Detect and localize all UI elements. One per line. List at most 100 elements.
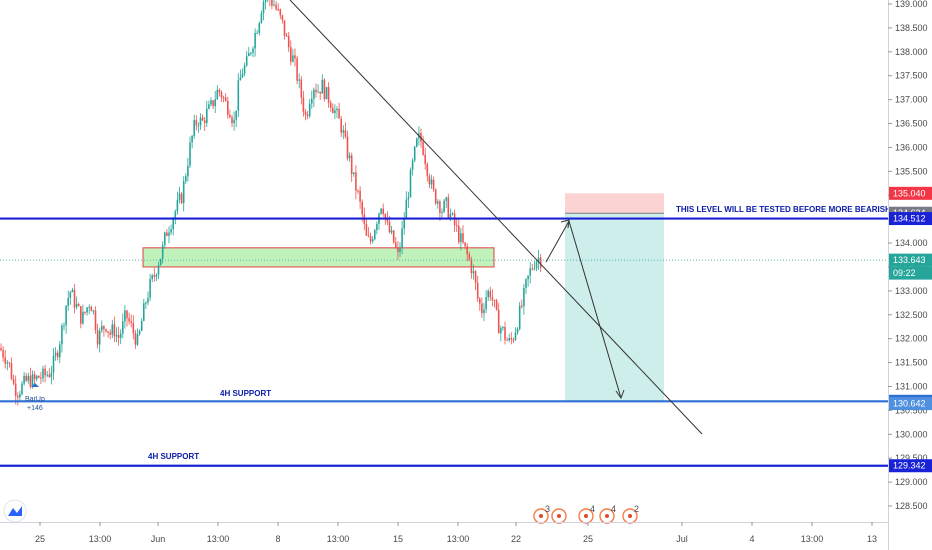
y-tick-label: 130.000 bbox=[895, 429, 928, 439]
candle-body bbox=[395, 242, 397, 248]
candle-body bbox=[539, 257, 542, 268]
candle-body bbox=[245, 56, 248, 66]
candle-body bbox=[537, 257, 540, 262]
candle-body bbox=[77, 303, 80, 307]
candle-body bbox=[168, 232, 170, 236]
y-tick-label: 129.000 bbox=[895, 477, 928, 487]
candle-body bbox=[227, 100, 229, 115]
event-marker-count: 4 bbox=[590, 504, 595, 514]
trend-line[interactable] bbox=[289, 0, 703, 435]
x-tick-label: 13:00 bbox=[447, 534, 470, 544]
price-axis[interactable]: 128.500 129.000 129.500 130.000 130.500 131.0… bbox=[888, 0, 932, 550]
candle-body bbox=[460, 233, 462, 243]
candle-body bbox=[134, 333, 137, 345]
candle-body bbox=[109, 332, 111, 335]
take-profit-zone[interactable] bbox=[565, 213, 664, 402]
candle-body bbox=[67, 298, 69, 306]
support-label-2: 4H SUPPORT bbox=[148, 452, 199, 461]
candle-body bbox=[220, 92, 223, 98]
candle-body bbox=[344, 130, 347, 137]
event-marker-icon[interactable]: 4 bbox=[599, 504, 616, 524]
candle-body bbox=[199, 117, 202, 126]
candle-body bbox=[17, 396, 19, 398]
candle-body bbox=[306, 114, 309, 117]
candle-body bbox=[218, 89, 221, 93]
candle-body bbox=[182, 181, 185, 204]
candle-body bbox=[355, 172, 357, 191]
candle-body bbox=[451, 213, 454, 215]
candle-body bbox=[262, 1, 265, 14]
candle-body bbox=[273, 4, 275, 6]
candle-body bbox=[201, 117, 204, 121]
candle-body bbox=[256, 32, 258, 34]
event-marker-icon[interactable]: 4 bbox=[578, 504, 595, 524]
candle-body bbox=[29, 375, 32, 387]
candle-body bbox=[479, 298, 481, 304]
candle-body bbox=[474, 271, 477, 283]
stop-loss-zone[interactable] bbox=[565, 193, 664, 214]
countdown-label: 09:22 bbox=[893, 268, 916, 278]
candle-body bbox=[529, 268, 531, 276]
support-zone-box[interactable] bbox=[142, 247, 495, 268]
candle-body bbox=[63, 325, 65, 327]
x-tick-label: 25 bbox=[35, 534, 45, 544]
event-marker-icon[interactable]: 3 bbox=[533, 504, 550, 524]
price-tag[interactable] bbox=[889, 253, 932, 267]
y-tick-label: 132.500 bbox=[895, 310, 928, 320]
candles bbox=[0, 0, 542, 406]
y-tick-label: 139.000 bbox=[895, 0, 928, 9]
candle-body bbox=[340, 118, 342, 133]
countdown-tag bbox=[889, 266, 932, 280]
candle-body bbox=[94, 310, 97, 331]
x-tick-label: 13:00 bbox=[89, 534, 112, 544]
candle-body bbox=[428, 176, 431, 185]
candle-body bbox=[468, 254, 471, 260]
event-marker-icon[interactable]: 2 bbox=[622, 504, 639, 524]
candle-body bbox=[254, 32, 256, 49]
y-tick-label: 136.000 bbox=[895, 142, 928, 152]
price-tag[interactable] bbox=[889, 186, 932, 200]
candle-body bbox=[178, 193, 181, 200]
candle-body bbox=[65, 305, 67, 326]
candle-body bbox=[430, 179, 433, 185]
candle-body bbox=[98, 330, 101, 345]
candle-body bbox=[521, 305, 523, 307]
candle-body bbox=[71, 289, 74, 293]
candle-body bbox=[376, 223, 378, 231]
time-axis[interactable]: 25 13:00 Jun 13:00 8 13:00 15 13:00 22 25 Jul 4 13:0… bbox=[0, 522, 888, 544]
candle-body bbox=[357, 190, 359, 192]
candle-body bbox=[424, 154, 426, 165]
price-tag[interactable] bbox=[889, 459, 932, 473]
candle-body bbox=[180, 193, 183, 204]
candle-body bbox=[40, 377, 42, 379]
candle-body bbox=[124, 310, 126, 322]
candle-body bbox=[52, 355, 55, 373]
candle-body bbox=[115, 335, 118, 337]
event-marker-icon[interactable] bbox=[551, 508, 567, 524]
candle-body bbox=[157, 265, 160, 275]
candle-body bbox=[128, 318, 130, 322]
candle-body bbox=[292, 55, 294, 62]
candle-body bbox=[439, 201, 441, 213]
candle-body bbox=[308, 103, 311, 117]
indicator-name: BarUp bbox=[25, 396, 45, 403]
candle-body bbox=[338, 108, 340, 119]
candle-body bbox=[107, 331, 109, 333]
candle-body bbox=[495, 300, 498, 310]
candle-body bbox=[319, 91, 321, 94]
candle-body bbox=[455, 225, 458, 227]
candle-body bbox=[481, 303, 483, 314]
candle-body bbox=[441, 211, 443, 213]
candle-body bbox=[361, 201, 363, 215]
price-tag[interactable] bbox=[889, 212, 932, 226]
drawings bbox=[0, 0, 888, 467]
candle-body bbox=[317, 91, 319, 93]
candle-body bbox=[176, 199, 179, 212]
x-tick-label: 15 bbox=[393, 534, 403, 544]
candle-body bbox=[449, 213, 452, 218]
candle-body bbox=[485, 297, 487, 310]
price-tag[interactable] bbox=[889, 397, 932, 411]
candle-body bbox=[210, 100, 212, 105]
